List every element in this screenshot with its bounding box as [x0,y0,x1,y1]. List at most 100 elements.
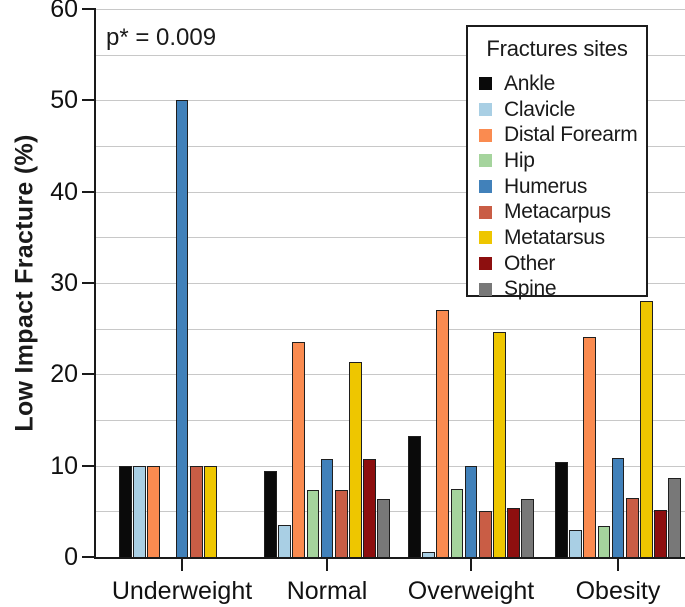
legend-item-spine: Spine [479,277,646,303]
bar-humerus-obesity [611,458,625,557]
bar-metatarsus-overweight [493,332,506,557]
legend-label-hip: Hip [504,148,535,172]
x-tick-mark-overweight [470,559,472,571]
legend-label-humerus: Humerus [504,174,588,198]
legend-items: Ankle Clavicle Distal Forearm Hip Humerus Met… [479,71,646,302]
legend-item-hip: Hip [479,148,646,174]
bar-slot-distal-forearm-underweight [147,9,161,557]
bar-slot-metacarpus-normal [334,9,348,557]
bar-slot-hip-obesity [597,9,611,557]
bar-slot-other-obesity [654,9,667,557]
bar-slot-ankle-normal [264,9,277,557]
legend-label-metacarpus: Metacarpus [504,200,611,224]
bar-slot-metatarsus-obesity [640,9,653,557]
bar-group-underweight [119,9,245,557]
legend-item-humerus: Humerus [479,174,646,200]
bar-metacarpus-normal [334,490,348,557]
bar-slot-distal-forearm-normal [292,9,306,557]
y-tick-mark-30 [82,282,96,284]
y-tick-mark-10 [82,464,96,467]
bar-slot-clavicle-normal [278,9,291,557]
legend-label-spine: Spine [504,277,557,301]
y-tick-mark-0 [82,556,96,558]
bar-clavicle-normal [278,525,291,557]
bar-metatarsus-underweight [204,465,217,557]
x-tick-label-overweight: Overweight [407,577,535,605]
legend-title: Fractures sites [486,36,628,61]
bar-clavicle-overweight [422,551,435,557]
bar-slot-distal-forearm-obesity [583,9,597,557]
bar-humerus-underweight [175,100,189,557]
legend-swatch-ankle [479,77,492,91]
gridline-60 [96,9,685,10]
bar-slot-metacarpus-underweight [189,9,203,557]
bar-slot-spine-obesity [668,9,682,557]
gridline-40 [96,191,685,193]
legend-swatch-humerus [479,180,492,194]
bar-other-overweight [507,507,520,557]
legend-swatch-metatarsus [479,231,492,245]
bar-hip-overweight [450,488,464,557]
gridline-5 [96,511,685,513]
y-tick-label-60: 60 [50,0,78,23]
bar-ankle-underweight [119,465,132,557]
bar-other-normal [363,459,376,557]
y-tick-label-40: 40 [50,177,78,206]
bar-clavicle-obesity [569,529,582,557]
bar-slot-hip-normal [306,9,320,557]
bar-slot-clavicle-obesity [569,9,582,557]
y-tick-mark-60 [82,8,96,10]
bar-slot-spine-underweight [232,9,245,557]
bar-group-overweight [408,9,535,557]
p-value-annotation: p* = 0.009 [106,24,217,51]
bar-slot-metatarsus-normal [349,9,362,557]
y-tick-label-30: 30 [50,269,78,297]
gridline-50 [96,100,685,102]
bar-slot-other-underweight [218,9,231,557]
bar-spine-overweight [521,498,535,557]
bar-slot-humerus-underweight [175,9,189,557]
bar-distal-forearm-obesity [583,336,597,557]
bar-slot-clavicle-underweight [133,9,146,557]
bar-slot-humerus-overweight [464,9,478,557]
legend-swatch-spine [479,282,492,296]
legend-item-other: Other [479,251,646,277]
gridline-45 [96,146,685,147]
gridline-55 [96,54,685,56]
bar-slot-spine-normal [377,9,391,557]
bar-slot-hip-underweight [162,9,175,557]
x-tick-mark-normal [326,559,328,571]
x-tick-mark-underweight [181,559,183,571]
x-tick-label-normal: Normal [286,577,368,605]
bar-slot-ankle-overweight [408,9,421,557]
bar-slot-metacarpus-overweight [478,9,492,557]
bar-slot-other-normal [363,9,376,557]
bar-slot-other-overweight [507,9,520,557]
gridline-30 [96,283,685,284]
y-tick-label-0: 0 [64,543,78,571]
y-tick-label-10: 10 [50,451,78,480]
bar-slot-humerus-normal [320,9,334,557]
bar-distal-forearm-underweight [147,465,161,557]
y-tick-label-50: 50 [50,86,78,115]
legend-label-distal-forearm: Distal Forearm [504,123,638,147]
legend-swatch-hip [479,154,492,168]
legend-swatch-clavicle [479,103,492,117]
gridline-35 [96,237,685,239]
legend-box: Fractures sites Ankle Clavicle Distal Fore… [466,25,648,300]
y-axis-line [94,9,96,559]
x-tick-mark-obesity [617,559,619,571]
bar-distal-forearm-normal [292,342,306,557]
bar-slot-metatarsus-underweight [204,9,217,557]
legend-item-clavicle: Clavicle [479,97,646,123]
legend-item-metatarsus: Metatarsus [479,225,646,251]
bar-hip-normal [306,490,320,557]
bar-slot-hip-overweight [450,9,464,557]
bar-humerus-overweight [464,465,478,557]
bar-group-obesity [555,9,682,557]
y-tick-mark-50 [82,99,96,102]
bar-other-obesity [654,509,667,557]
x-tick-label-underweight: Underweight [111,577,253,605]
y-tick-label-20: 20 [50,360,78,389]
